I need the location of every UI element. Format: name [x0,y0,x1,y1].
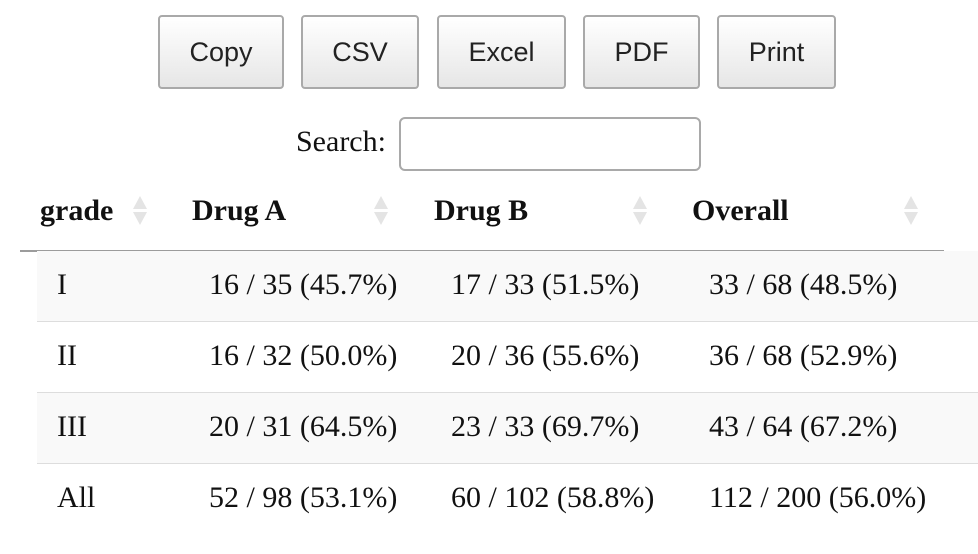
print-button[interactable]: Print [717,15,836,89]
copy-button[interactable]: Copy [158,15,284,89]
csv-button[interactable]: CSV [301,15,419,89]
cell-drug-a: 52 / 98 (53.1%) [209,481,398,514]
search-row: Search: [0,117,978,173]
cell-drug-b: 23 / 33 (69.7%) [451,410,640,443]
sort-both-icon[interactable] [132,194,148,230]
pdf-button[interactable]: PDF [583,15,700,89]
cell-drug-b: 17 / 33 (51.5%) [451,268,640,301]
export-button-bar: Copy CSV Excel PDF Print [0,0,978,100]
cell-drug-b: 60 / 102 (58.8%) [451,481,655,514]
cell-overall: 33 / 68 (48.5%) [709,268,898,301]
cell-overall: 43 / 64 (67.2%) [709,410,898,443]
cell-grade: II [57,339,77,372]
search-input[interactable] [399,117,701,171]
cell-grade: I [57,268,67,301]
sort-both-icon[interactable] [373,194,389,230]
column-header-drug-b[interactable]: Drug B [434,194,529,227]
excel-button[interactable]: Excel [437,15,566,89]
table-row: All 52 / 98 (53.1%) 60 / 102 (58.8%) 112… [37,464,978,534]
cell-drug-a: 16 / 32 (50.0%) [209,339,398,372]
cell-grade: III [57,410,87,443]
cell-drug-a: 20 / 31 (64.5%) [209,410,398,443]
table-header-row: grade Drug A Drug B Overall [20,180,944,252]
search-label: Search: [296,125,386,158]
column-header-grade[interactable]: grade [40,194,114,227]
sort-both-icon[interactable] [903,194,919,230]
cell-overall: 112 / 200 (56.0%) [709,481,927,514]
column-header-drug-a[interactable]: Drug A [192,194,287,227]
cell-drug-b: 20 / 36 (55.6%) [451,339,640,372]
cell-grade: All [57,481,96,514]
table-row: III 20 / 31 (64.5%) 23 / 33 (69.7%) 43 /… [37,393,978,464]
data-table: grade Drug A Drug B Overall I 16 / 35 (4… [20,180,978,554]
column-header-overall[interactable]: Overall [692,194,789,227]
cell-drug-a: 16 / 35 (45.7%) [209,268,398,301]
cell-overall: 36 / 68 (52.9%) [709,339,898,372]
sort-both-icon[interactable] [632,194,648,230]
table-row: II 16 / 32 (50.0%) 20 / 36 (55.6%) 36 / … [37,322,978,393]
table-row: I 16 / 35 (45.7%) 17 / 33 (51.5%) 33 / 6… [37,251,978,322]
